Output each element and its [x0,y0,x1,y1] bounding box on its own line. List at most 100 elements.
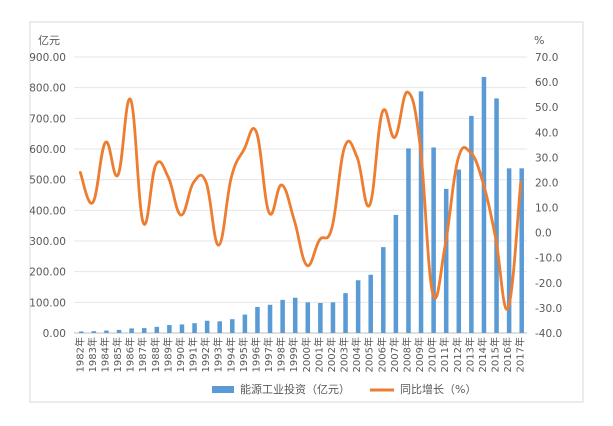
bar [443,188,449,333]
x-tick-label: 2004年 [350,337,363,372]
x-tick-label: 1987年 [136,337,149,372]
x-tick-label: 2010年 [426,337,439,372]
x-tick-label: 1996年 [249,337,262,372]
x-tick-label: 2015年 [489,337,502,372]
left-tick-label: 900.00 [29,52,66,64]
bar [431,147,436,333]
x-tick-label: 1985年 [111,337,124,372]
legend-label-bar: 能源工业投资（亿元） [240,382,350,396]
x-tick-label: 1999年 [287,337,300,372]
left-axis-labels: 0.00 100.00 200.00 300.00 400.00 500.00 600.00… [29,52,66,340]
left-tick-label: 200.00 [29,267,66,279]
left-axis-unit: 亿元 [38,34,60,47]
legend-label-line: 同比增长（%） [400,382,476,396]
x-tick-label: 2005年 [363,337,376,372]
bar [267,304,273,333]
bar [204,320,210,333]
bar [116,329,122,333]
bar [217,321,222,333]
bar [355,280,361,333]
right-tick-label: 50.0 [535,102,558,114]
gridlines [74,56,527,334]
bar [418,91,424,333]
bar [519,168,524,333]
bar [318,302,323,333]
right-tick-label: 20.0 [535,177,558,189]
left-tick-label: 500.00 [29,175,66,187]
bar [494,98,499,334]
right-tick-label: 60.0 [535,77,558,89]
x-tick-label: 1991年 [187,337,200,372]
right-tick-label: -10.0 [535,253,562,265]
bar [79,331,84,333]
x-tick-label: 2002年 [325,337,338,372]
bar [469,115,474,333]
x-tick-label: 2013年 [463,337,476,372]
bar [129,328,134,333]
x-tick-label: 2006年 [375,337,388,372]
x-tick-label: 1998年 [275,337,288,372]
bar [230,319,235,333]
growth-line [78,90,523,311]
x-tick-label: 2008年 [400,337,413,372]
x-tick-label: 1988年 [149,337,162,372]
x-tick-label: 1990年 [174,337,187,372]
x-tick-label: 2012年 [451,337,464,372]
bar [141,328,147,333]
bar [292,297,298,333]
right-tick-label: 30.0 [535,152,558,164]
bar [179,324,185,333]
bar [456,169,462,333]
x-tick-label: 2017年 [514,337,527,372]
bar [368,274,373,333]
x-tick-label: 1997年 [262,337,275,372]
x-tick-label: 2007年 [388,337,401,372]
bar [192,323,197,333]
bar [506,168,512,333]
bar-series [79,76,524,334]
x-tick-label: 2016年 [501,337,514,372]
bar [255,306,260,333]
bar [305,302,311,333]
legend: 能源工业投资（亿元） 同比增长（%） [212,382,476,396]
bar [343,293,348,333]
left-tick-label: 0.00 [43,328,66,340]
x-tick-label: 2000年 [300,337,313,372]
right-axis-unit: % [534,34,544,47]
left-tick-label: 600.00 [29,144,66,156]
x-tick-label: 2011年 [438,337,451,372]
x-tick-label: 1986年 [124,337,137,372]
bar [481,76,487,333]
x-tick-label: 1992年 [199,337,212,372]
x-tick-label: 1984年 [98,337,111,372]
right-tick-label: 0.0 [535,228,552,240]
bar [104,330,109,333]
bar [242,314,248,333]
left-tick-label: 700.00 [29,113,66,125]
x-tick-label: 1993年 [212,337,225,372]
bar [393,214,399,333]
bar [167,325,172,333]
x-tick-label: 2001年 [312,337,325,372]
legend-swatch-bar [212,386,234,393]
x-tick-label: 1983年 [86,337,99,372]
bar [280,299,285,333]
right-tick-label: -40.0 [535,328,562,340]
x-tick-label: 2009年 [413,337,426,372]
right-tick-label: 10.0 [535,203,558,215]
right-axis-labels: -40.0 -30.0 -20.0 -10.0 0.0 10.0 20.0 30.0 40.0 5… [535,52,562,340]
bar [406,148,411,333]
x-tick-label: 1994年 [224,337,237,372]
x-axis-labels: 1982年 1983年 1984年 1985年 1986年 1987年 1988年 1989年… [73,337,526,372]
x-tick-label: 2014年 [476,337,489,372]
left-tick-label: 300.00 [29,236,66,248]
right-tick-label: 40.0 [535,127,558,139]
right-tick-label: 70.0 [535,52,558,64]
left-tick-label: 400.00 [29,205,66,217]
bar [154,326,160,333]
bar [381,247,386,333]
right-tick-label: -30.0 [535,303,562,315]
left-tick-label: 800.00 [29,83,66,95]
